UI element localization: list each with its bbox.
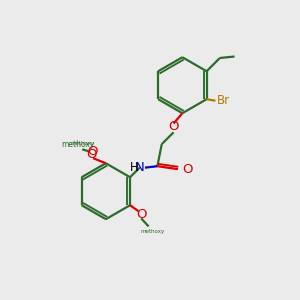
Text: O: O: [168, 120, 179, 133]
Text: O: O: [136, 208, 146, 220]
Text: methoxy: methoxy: [140, 229, 165, 234]
Text: H: H: [130, 160, 139, 174]
Text: methoxy: methoxy: [61, 140, 94, 149]
Text: Br: Br: [217, 94, 230, 107]
Text: N: N: [135, 161, 145, 174]
Text: O: O: [87, 148, 97, 161]
Text: O: O: [87, 145, 98, 158]
Text: methoxy: methoxy: [70, 141, 94, 146]
Text: O: O: [182, 163, 193, 176]
